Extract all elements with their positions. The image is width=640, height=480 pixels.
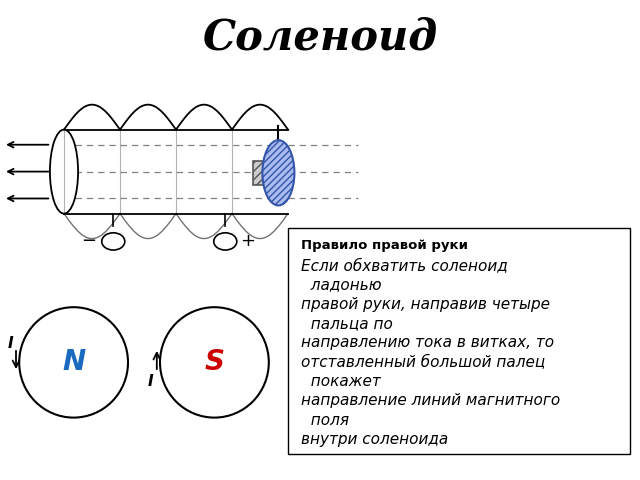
Text: отставленный большой палец: отставленный большой палец	[301, 355, 545, 370]
Text: внутри соленоида: внутри соленоида	[301, 432, 448, 447]
Text: покажет: покажет	[301, 374, 381, 389]
Text: поля: поля	[301, 413, 349, 428]
Text: S: S	[204, 348, 225, 376]
Text: ладонью: ладонью	[301, 277, 381, 293]
Ellipse shape	[262, 140, 294, 205]
Text: правой руки, направив четыре: правой руки, направив четыре	[301, 297, 550, 312]
Bar	[253, 161, 288, 185]
FancyBboxPatch shape	[288, 228, 630, 454]
Text: Соленоид: Соленоид	[202, 17, 438, 59]
Text: I: I	[148, 374, 154, 389]
Text: направление линий магнитного: направление линий магнитного	[301, 393, 560, 408]
Text: Если обхватить соленоид: Если обхватить соленоид	[301, 258, 508, 273]
Text: I: I	[7, 336, 13, 351]
Text: N: N	[62, 348, 85, 376]
Text: −: −	[81, 232, 97, 251]
Text: направлению тока в витках, то: направлению тока в витках, то	[301, 336, 554, 350]
Ellipse shape	[50, 130, 78, 214]
Circle shape	[102, 233, 125, 250]
Bar	[64, 130, 288, 214]
Text: +: +	[240, 232, 255, 251]
Ellipse shape	[160, 307, 269, 418]
Circle shape	[214, 233, 237, 250]
Text: пальца по: пальца по	[301, 316, 393, 331]
Text: Правило правой руки: Правило правой руки	[301, 239, 468, 252]
Ellipse shape	[19, 307, 128, 418]
